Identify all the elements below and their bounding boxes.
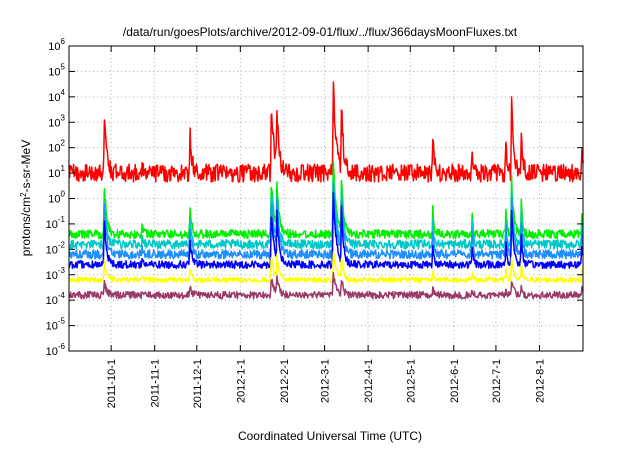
- chart-title: /data/run/goesPlots/archive/2012-09-01/f…: [123, 25, 518, 39]
- y-tick-label: 105: [48, 62, 65, 78]
- x-tick-label: 2012-1-1: [235, 359, 247, 403]
- y-tick-label: 101: [48, 164, 65, 180]
- y-tick-label: 100: [48, 190, 65, 206]
- plot-frame: [68, 45, 584, 352]
- y-tick-label: 10-2: [46, 240, 66, 256]
- x-tick-label: 2012-3-1: [320, 359, 332, 403]
- y-axis-label-base: protons/cm: [19, 197, 33, 256]
- y-tick-label: 103: [48, 113, 65, 129]
- x-tick-label: 2012-8-1: [534, 359, 546, 403]
- y-tick-label: 10-4: [46, 291, 66, 307]
- series-line: [68, 271, 584, 300]
- y-tick-label: 102: [48, 139, 65, 155]
- x-tick-label: 2011-12-1: [192, 359, 204, 408]
- y-tick-label: 10-6: [46, 342, 66, 358]
- grid-layer: [69, 46, 583, 351]
- x-tick-label: 2012-6-1: [449, 359, 461, 403]
- x-tick-label: 2012-5-1: [405, 359, 417, 403]
- x-tick-label: 2011-10-1: [106, 359, 118, 408]
- x-tick-label: 2012-2-1: [279, 359, 291, 403]
- series-line: [68, 251, 584, 284]
- y-tick-label: 10-5: [46, 317, 66, 333]
- x-axis-label: Coordinated Universal Time (UTC): [238, 429, 422, 443]
- series-layer: [68, 81, 584, 300]
- y-tick-label: 10-1: [46, 215, 66, 231]
- y-tick-label: 106: [48, 37, 65, 53]
- series-line: [68, 160, 584, 240]
- y-axis-label: protons/cm2-s-sr-MeV: [19, 140, 34, 256]
- series-line: [68, 183, 584, 260]
- y-axis-label-sup: 2: [19, 192, 28, 197]
- y-axis-label-rest: -s-sr-MeV: [19, 140, 33, 193]
- series-line: [68, 192, 584, 270]
- x-tick-label: 2012-7-1: [491, 359, 503, 403]
- series-line: [68, 81, 584, 183]
- x-tick-label: 2012-4-1: [363, 359, 375, 403]
- series-line: [68, 178, 584, 250]
- y-tick-label: 104: [48, 88, 65, 104]
- axis-layer: 10-6 10-5 10-4 10-3 10-2 10-1 100 101 102 103 104 1…: [46, 37, 583, 408]
- y-tick-label: 10-3: [46, 266, 66, 282]
- x-tick-label: 2011-11-1: [150, 359, 162, 408]
